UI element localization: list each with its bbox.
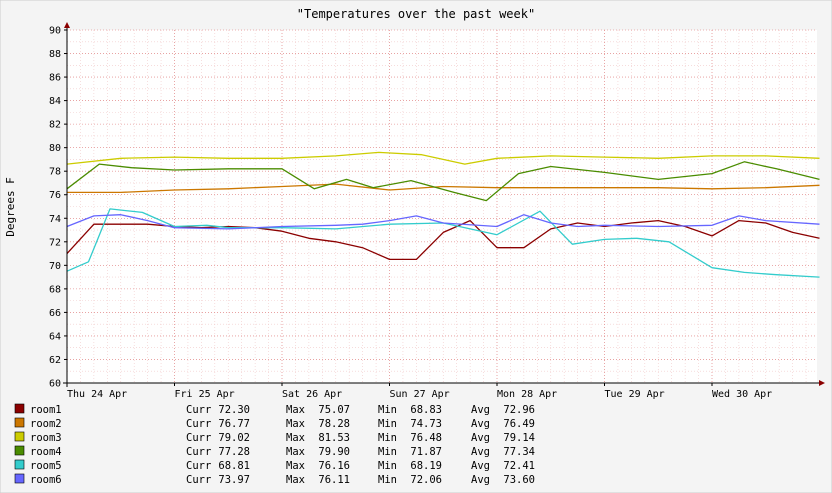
legend-stat-value: 78.28 bbox=[318, 418, 350, 430]
x-tick-label: Tue 29 Apr bbox=[605, 389, 665, 400]
y-tick-label: 74 bbox=[49, 214, 61, 225]
legend-swatch-room6 bbox=[14, 473, 25, 484]
legend-stat-value: 72.41 bbox=[503, 460, 535, 472]
legend-stat-label: Curr bbox=[186, 460, 211, 472]
legend-stat-value: 73.60 bbox=[503, 474, 535, 486]
legend-stat-label: Max bbox=[286, 460, 305, 472]
legend-stat-value: 77.28 bbox=[218, 446, 250, 458]
series-line-room3 bbox=[66, 151, 820, 165]
legend-series-name: room4 bbox=[30, 446, 62, 458]
legend-stat-label: Avg bbox=[471, 474, 490, 486]
legend-stat-label: Curr bbox=[186, 404, 211, 416]
legend-stat-value: 72.96 bbox=[503, 404, 535, 416]
y-tick-label: 88 bbox=[49, 49, 61, 60]
legend-stat-label: Max bbox=[286, 404, 305, 416]
legend-stat-label: Min bbox=[378, 474, 397, 486]
legend-stat-value: 73.97 bbox=[218, 474, 250, 486]
legend-series-name: room2 bbox=[30, 418, 62, 430]
legend-stat-value: 76.77 bbox=[218, 418, 250, 430]
legend-stat-value: 79.02 bbox=[218, 432, 250, 444]
legend-series-name: room5 bbox=[30, 460, 62, 472]
y-axis-label: Degrees F bbox=[4, 177, 17, 237]
legend-stat-label: Avg bbox=[471, 432, 490, 444]
legend-stat-label: Min bbox=[378, 418, 397, 430]
legend-stat-value: 76.48 bbox=[410, 432, 442, 444]
y-tick-label: 60 bbox=[49, 379, 61, 390]
legend-series-name: room1 bbox=[30, 404, 62, 416]
series-line-room4 bbox=[66, 161, 820, 202]
series-line-room6 bbox=[66, 214, 820, 230]
legend-swatch-room5 bbox=[14, 459, 25, 470]
y-tick-label: 78 bbox=[49, 167, 61, 178]
legend-stat-label: Max bbox=[286, 432, 305, 444]
legend-stat-value: 71.87 bbox=[410, 446, 442, 458]
legend-stat-value: 79.90 bbox=[318, 446, 350, 458]
legend-stat-label: Avg bbox=[471, 404, 490, 416]
legend-stat-value: 76.16 bbox=[318, 460, 350, 472]
legend-stat-label: Max bbox=[286, 474, 305, 486]
y-tick-label: 68 bbox=[49, 284, 61, 295]
legend-stat-label: Curr bbox=[186, 418, 211, 430]
legend-stat-value: 68.19 bbox=[410, 460, 442, 472]
legend-stat-label: Curr bbox=[186, 446, 211, 458]
y-tick-label: 84 bbox=[49, 96, 61, 107]
legend-stat-label: Min bbox=[378, 446, 397, 458]
x-tick-label: Thu 24 Apr bbox=[67, 389, 127, 400]
chart-title: "Temperatures over the past week" bbox=[297, 7, 535, 21]
legend-stat-label: Curr bbox=[186, 474, 211, 486]
legend-stat-value: 76.49 bbox=[503, 418, 535, 430]
legend-stat-value: 77.34 bbox=[503, 446, 535, 458]
legend-stat-value: 68.83 bbox=[410, 404, 442, 416]
series-line-room1 bbox=[66, 219, 820, 261]
legend-stat-label: Min bbox=[378, 404, 397, 416]
series-line-room2 bbox=[67, 183, 820, 194]
y-tick-label: 64 bbox=[49, 331, 61, 342]
legend-stat-value: 74.73 bbox=[410, 418, 442, 430]
legend-stat-label: Avg bbox=[471, 446, 490, 458]
y-tick-label: 72 bbox=[49, 237, 61, 248]
legend-stat-value: 81.53 bbox=[318, 432, 350, 444]
legend-stat-label: Avg bbox=[471, 418, 490, 430]
y-tick-label: 76 bbox=[49, 190, 61, 201]
x-tick-label: Mon 28 Apr bbox=[497, 389, 557, 400]
legend-stat-label: Max bbox=[286, 446, 305, 458]
legend-stat-value: 76.11 bbox=[318, 474, 350, 486]
y-tick-label: 80 bbox=[49, 143, 61, 154]
y-tick-label: 62 bbox=[49, 355, 61, 366]
legend-stat-label: Min bbox=[378, 432, 397, 444]
legend-stat-label: Curr bbox=[186, 432, 211, 444]
legend-stat-label: Max bbox=[286, 418, 305, 430]
legend-stat-label: Min bbox=[378, 460, 397, 472]
legend-swatch-room2 bbox=[14, 417, 25, 428]
legend-stat-value: 72.30 bbox=[218, 404, 250, 416]
x-axis-arrow bbox=[819, 380, 825, 386]
y-tick-label: 86 bbox=[49, 73, 61, 84]
legend-stat-value: 79.14 bbox=[503, 432, 535, 444]
legend-series-name: room6 bbox=[30, 474, 62, 486]
legend: room1 Curr 72.30 Max 75.07 Min 68.83 Avg 72.96 ro… bbox=[14, 403, 535, 486]
axes: 60 62 64 66 68 70 72 74 76 78 80 82 84 86 88 90 Thu 24 A… bbox=[49, 22, 825, 400]
legend-stat-value: 75.07 bbox=[318, 404, 350, 416]
legend-stat-label: Avg bbox=[471, 460, 490, 472]
grid bbox=[66, 29, 817, 384]
x-tick-label: Sun 27 Apr bbox=[390, 389, 450, 400]
y-tick-label: 90 bbox=[49, 26, 61, 37]
legend-stat-value: 68.81 bbox=[218, 460, 250, 472]
legend-series-name: room3 bbox=[30, 432, 62, 444]
legend-swatch-room1 bbox=[14, 403, 25, 414]
legend-swatch-room4 bbox=[14, 445, 25, 456]
legend-swatch-room3 bbox=[14, 431, 25, 442]
y-tick-label: 70 bbox=[49, 261, 61, 272]
legend-stat-value: 72.06 bbox=[410, 474, 442, 486]
y-tick-label: 82 bbox=[49, 120, 61, 131]
x-tick-label: Fri 25 Apr bbox=[175, 389, 235, 400]
y-axis-arrow bbox=[64, 22, 70, 28]
series-lines bbox=[66, 151, 820, 278]
y-tick-label: 66 bbox=[49, 308, 61, 319]
x-tick-label: Sat 26 Apr bbox=[282, 389, 342, 400]
x-tick-label: Wed 30 Apr bbox=[712, 389, 772, 400]
